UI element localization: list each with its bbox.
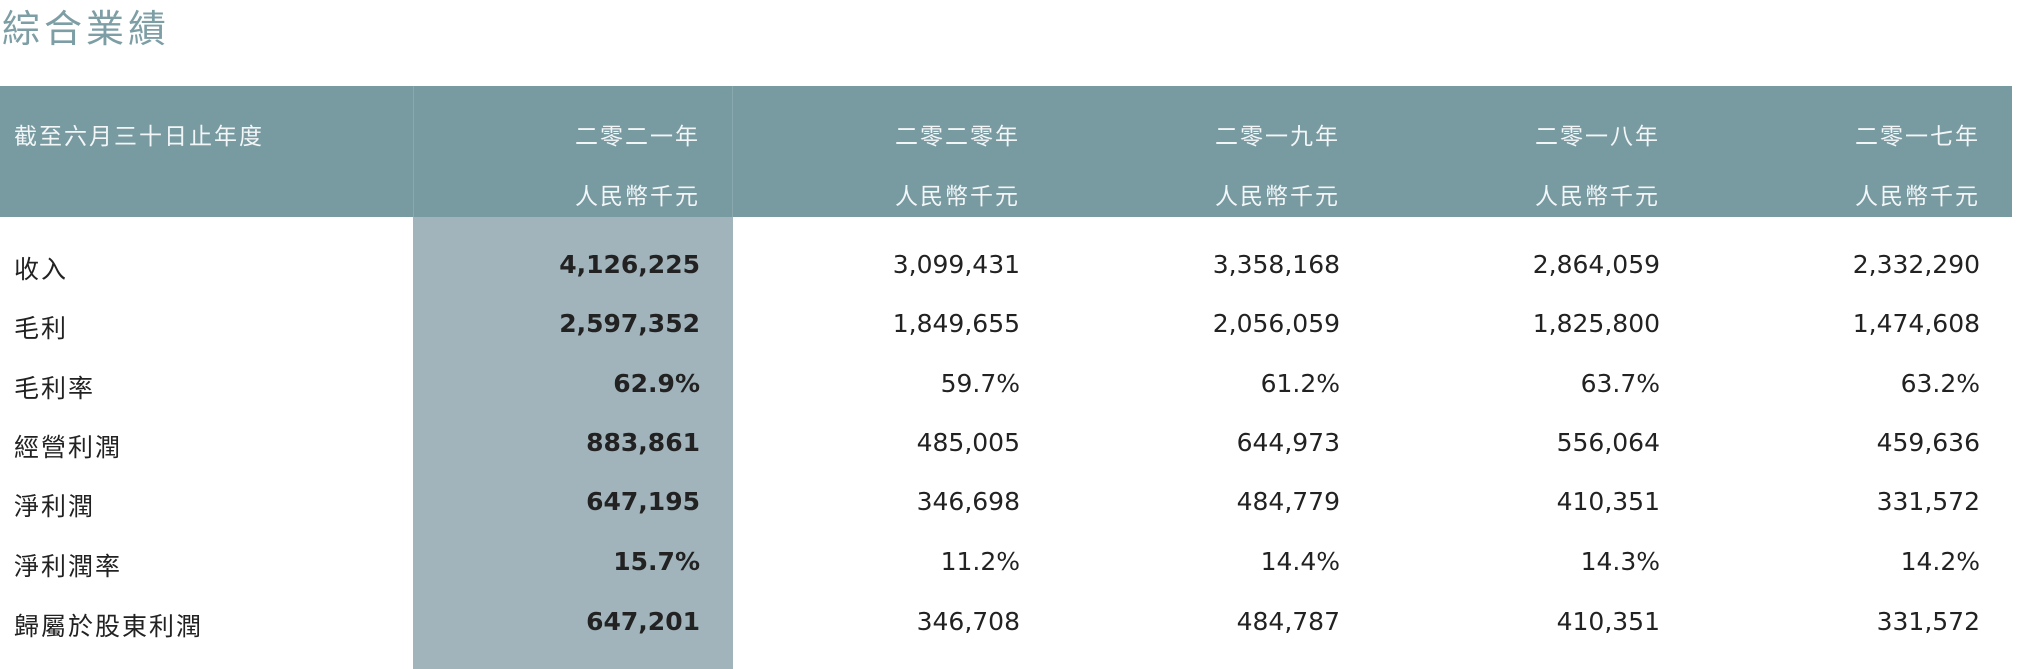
header-unit: 人民幣千元 [1535,184,1660,210]
table-cell: 331,572 [1876,607,1980,636]
page-title: 綜合業績 [2,7,171,51]
table-cell: 14.2% [1900,547,1980,576]
header-unit: 人民幣千元 [895,184,1020,210]
table-cell: 3,358,168 [1212,250,1340,279]
table-cell: 346,698 [916,487,1020,516]
header-year: 二零一八年 [1535,124,1660,150]
table-cell: 15.7% [613,547,700,576]
table-cell: 484,779 [1236,487,1340,516]
header-year: 二零二一年 [575,124,700,150]
row-label: 毛利率 [14,374,96,403]
table-cell: 14.3% [1580,547,1660,576]
header-year: 二零一九年 [1215,124,1340,150]
table-cell: 2,864,059 [1532,250,1660,279]
header-unit: 人民幣千元 [1215,184,1340,210]
table-cell: 3,099,431 [892,250,1020,279]
table-cell: 644,973 [1236,428,1340,457]
row-label: 毛利 [14,314,69,343]
header-year: 二零二零年 [895,124,1020,150]
table-cell: 14.4% [1260,547,1340,576]
table-cell: 459,636 [1876,428,1980,457]
table-cell: 410,351 [1556,487,1660,516]
table-cell: 647,195 [586,487,700,516]
table-cell: 63.7% [1580,369,1660,398]
highlight-body [413,217,733,669]
header-unit: 人民幣千元 [575,184,700,210]
table-cell: 556,064 [1556,428,1660,457]
table-cell: 63.2% [1900,369,1980,398]
table-cell: 4,126,225 [559,250,700,279]
highlight-column [413,86,733,669]
header-year: 二零一七年 [1855,124,1980,150]
table-cell: 1,849,655 [892,309,1020,338]
header-period-label: 截至六月三十日止年度 [14,124,264,150]
table-cell: 485,005 [916,428,1020,457]
row-label: 歸屬於股東利潤 [14,612,204,641]
table-cell: 61.2% [1260,369,1340,398]
table-cell: 410,351 [1556,607,1660,636]
table-cell: 2,597,352 [559,309,700,338]
table-header [0,86,2012,217]
table-cell: 346,708 [916,607,1020,636]
table-cell: 62.9% [613,369,700,398]
highlight-header [413,86,733,217]
table-cell: 484,787 [1236,607,1340,636]
table-cell: 331,572 [1876,487,1980,516]
table-cell: 1,825,800 [1532,309,1660,338]
table-cell: 59.7% [940,369,1020,398]
table-cell: 2,332,290 [1852,250,1980,279]
row-label: 淨利潤 [14,492,96,521]
table-cell: 11.2% [940,547,1020,576]
row-label: 收入 [14,255,69,284]
table-cell: 1,474,608 [1852,309,1980,338]
table-cell: 2,056,059 [1212,309,1340,338]
table-cell: 647,201 [586,607,700,636]
header-unit: 人民幣千元 [1855,184,1980,210]
row-label: 經營利潤 [14,433,123,462]
table-cell: 883,861 [586,428,700,457]
row-label: 淨利潤率 [14,552,123,581]
